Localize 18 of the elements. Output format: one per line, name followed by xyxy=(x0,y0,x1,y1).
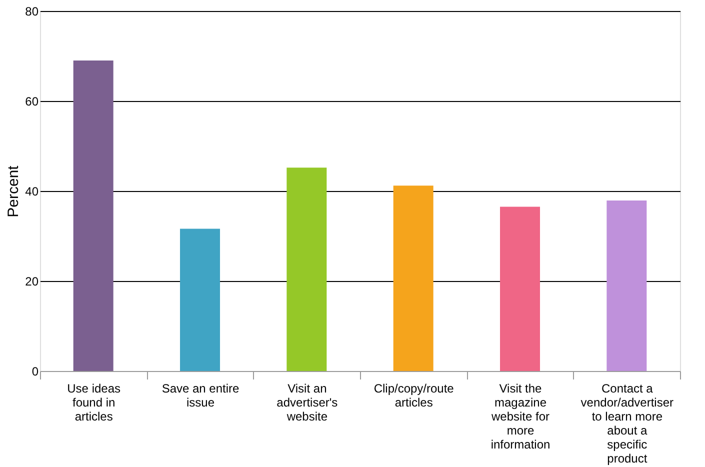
x-tick-label: Visit an advertiser's website xyxy=(276,382,338,424)
x-tick-label: Visit the magazine website for more information xyxy=(490,382,550,452)
x-tick-label: Contact a vendor/advertiser to learn more about a specific product xyxy=(580,382,674,466)
bar xyxy=(180,228,220,371)
bar xyxy=(500,206,540,371)
bar xyxy=(393,186,434,371)
y-axis-title: Percent xyxy=(5,164,22,218)
y-tick-label: 40 xyxy=(25,184,39,198)
y-tick-label: 0 xyxy=(32,364,39,378)
y-tick-label: 60 xyxy=(25,94,39,108)
bar xyxy=(73,60,114,371)
x-tick-label: Clip/copy/route articles xyxy=(374,382,454,410)
x-tick-label: Save an entire issue xyxy=(162,382,240,410)
y-tick-label: 20 xyxy=(25,274,39,288)
x-tick-label: Use ideas found in articles xyxy=(67,382,121,424)
y-tick-label: 80 xyxy=(25,4,39,18)
bar xyxy=(286,168,327,371)
bar xyxy=(606,200,647,371)
